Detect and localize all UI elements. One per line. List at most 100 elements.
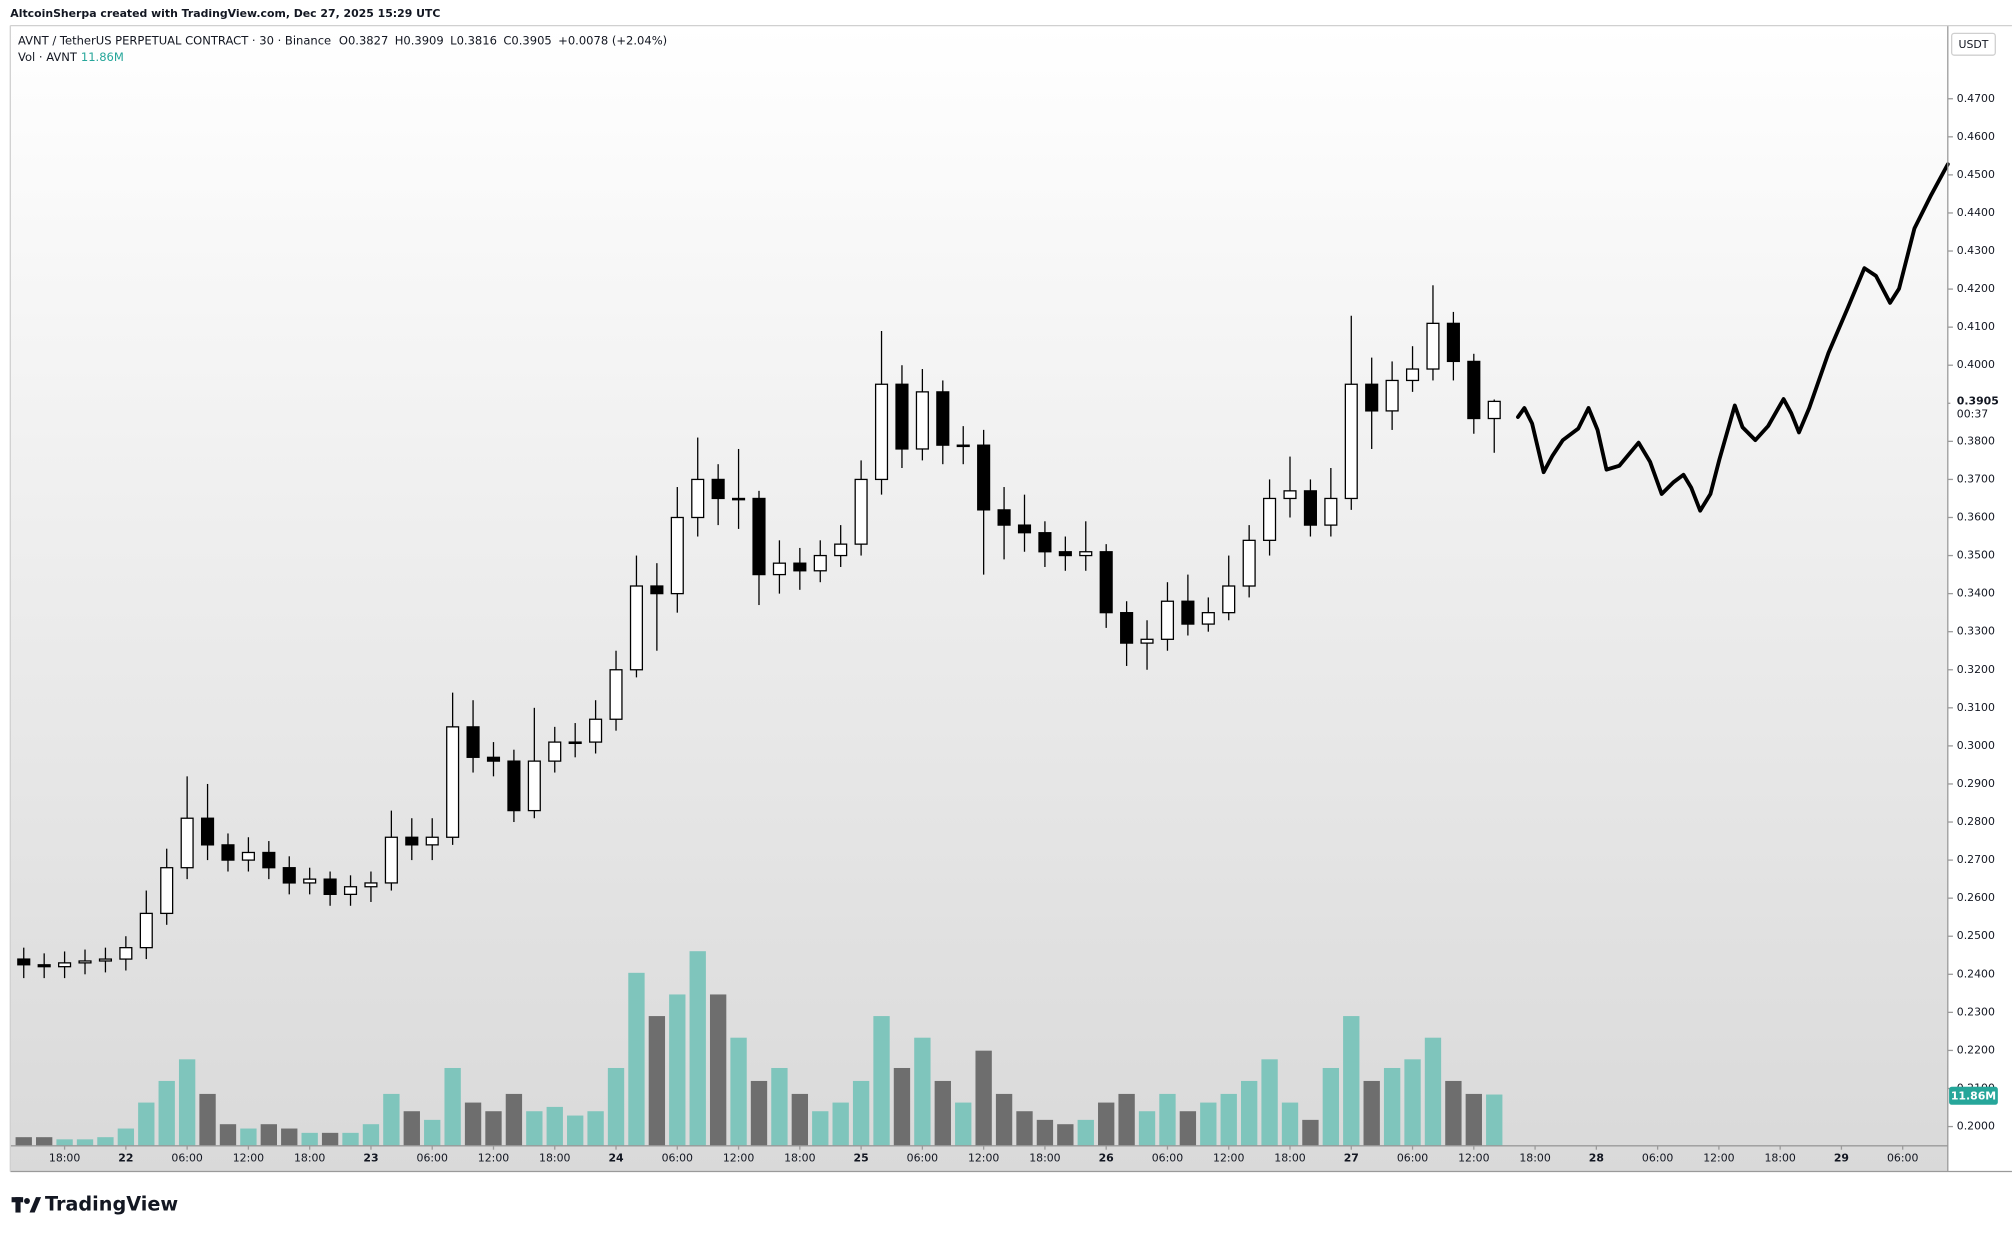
candle-body xyxy=(813,554,827,572)
volume-legend: Vol · AVNT xyxy=(18,50,78,64)
y-tick-label: 0.3300 xyxy=(1957,625,1995,638)
candle-body xyxy=(507,760,521,812)
candle-body xyxy=(527,760,541,812)
volume-bar xyxy=(812,1111,829,1146)
volume-bar xyxy=(832,1102,849,1146)
volume-bar xyxy=(1016,1111,1033,1146)
candle-body xyxy=(98,958,113,962)
y-tick-label: 0.2900 xyxy=(1957,777,1995,790)
volume-bar xyxy=(240,1128,257,1146)
candle-body xyxy=(1140,638,1154,644)
y-tick-label: 0.4200 xyxy=(1957,282,1995,295)
candle-body xyxy=(629,585,644,671)
y-tick-label: 0.4500 xyxy=(1957,168,1995,181)
volume-bar xyxy=(1200,1102,1217,1146)
candle-layer xyxy=(17,285,1501,979)
volume-layer xyxy=(15,951,1503,1146)
volume-bar xyxy=(995,1093,1013,1146)
volume-bar xyxy=(424,1119,441,1146)
candle-body xyxy=(405,836,419,846)
x-tick-label: 18:00 xyxy=(49,1152,80,1165)
candle-body xyxy=(1263,497,1277,541)
x-tick-label: 18:00 xyxy=(539,1152,570,1165)
candle-body xyxy=(977,444,991,511)
y-tick-label: 0.2800 xyxy=(1957,815,1995,828)
x-tick-label: 12:00 xyxy=(1213,1152,1244,1165)
x-tick-label: 12:00 xyxy=(1703,1152,1734,1165)
volume-bar xyxy=(464,1102,482,1146)
volume-bar xyxy=(628,972,645,1146)
volume-bar xyxy=(526,1111,543,1146)
volume-last-label: 11.86M xyxy=(1951,1089,1996,1102)
volume-bar xyxy=(1383,1067,1401,1146)
candle-body xyxy=(1487,400,1501,420)
volume-bar xyxy=(15,1137,32,1146)
x-tick-label: 18:00 xyxy=(1274,1152,1305,1165)
volume-bar xyxy=(342,1132,359,1146)
candle-body xyxy=(343,886,358,895)
candle-body xyxy=(732,497,746,501)
candle-body xyxy=(568,741,582,745)
volume-bar xyxy=(1098,1102,1115,1146)
candle-body xyxy=(650,585,664,595)
volume-bar xyxy=(505,1093,523,1146)
candle-body xyxy=(200,817,215,846)
volume-bar xyxy=(117,1128,135,1146)
change: +0.0078 (+2.04%) xyxy=(558,34,667,48)
y-tick-label: 0.3100 xyxy=(1957,701,1995,714)
y-tick-label: 0.4600 xyxy=(1957,130,1995,143)
volume-bar xyxy=(1138,1111,1156,1146)
volume-bar xyxy=(403,1111,420,1146)
candle-body xyxy=(1201,612,1215,625)
volume-bar xyxy=(1159,1093,1176,1146)
candle-body xyxy=(282,867,296,884)
x-tick-label: 06:00 xyxy=(1152,1152,1183,1165)
x-tick-label: 12:00 xyxy=(478,1152,509,1165)
volume-price-box xyxy=(1949,1086,1998,1105)
volume-bar xyxy=(1240,1080,1258,1146)
candle-body xyxy=(1385,379,1399,412)
candle-body xyxy=(1405,368,1420,382)
candle-body xyxy=(425,836,439,846)
candle-body xyxy=(1017,524,1032,534)
volume-bar xyxy=(546,1106,563,1146)
y-tick-label: 0.4700 xyxy=(1957,92,1995,105)
candle-body xyxy=(119,947,133,960)
volume-legend-value: 11.86M xyxy=(81,50,124,64)
candle-body xyxy=(303,878,317,884)
x-tick-label: 27 xyxy=(1344,1152,1359,1165)
volume-bar xyxy=(893,1067,911,1146)
candle-body xyxy=(589,718,603,743)
y-tick-label: 0.3700 xyxy=(1957,472,1995,485)
ohlc-close: C0.3905 xyxy=(503,34,551,48)
volume-bar xyxy=(178,1059,196,1146)
x-tick-label: 28 xyxy=(1589,1152,1604,1165)
y-tick-label: 0.3200 xyxy=(1957,663,1995,676)
symbol: AVNT / TetherUS PERPETUAL CONTRACT · 30 … xyxy=(18,34,331,48)
y-tick-label: 0.2600 xyxy=(1957,891,1995,904)
last-price: 0.3905 xyxy=(1957,395,1999,408)
volume-bar xyxy=(1445,1080,1462,1146)
volume-bar xyxy=(873,1016,890,1146)
volume-bar xyxy=(1057,1124,1074,1146)
volume-bar xyxy=(852,1080,870,1146)
candle-body xyxy=(221,844,235,861)
x-tick-label: 18:00 xyxy=(1029,1152,1060,1165)
candle-body xyxy=(180,817,194,869)
volume-bar xyxy=(485,1111,502,1146)
candle-body xyxy=(1242,539,1256,587)
y-tick-label: 0.3500 xyxy=(1957,549,1995,562)
volume-bar xyxy=(709,994,727,1146)
volume-bar xyxy=(444,1067,461,1146)
candle-body xyxy=(956,444,970,448)
candle-body xyxy=(854,478,868,545)
volume-bar xyxy=(56,1139,73,1146)
currency-box xyxy=(1951,32,1996,56)
y-tick-label: 0.2300 xyxy=(1957,1005,1995,1018)
candle-body xyxy=(58,962,72,968)
candle-body xyxy=(752,497,766,576)
y-tick-label: 0.2400 xyxy=(1957,967,1995,980)
volume-bar xyxy=(321,1132,339,1146)
